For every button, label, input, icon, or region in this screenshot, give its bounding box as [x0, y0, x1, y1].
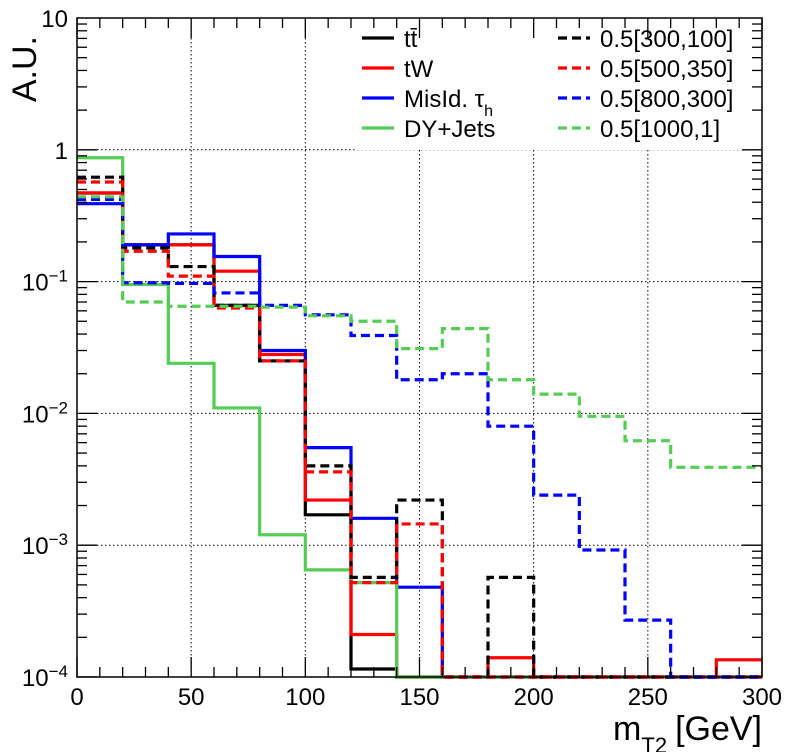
legend-label-1: tW [404, 56, 434, 83]
x-tick-label-6: 300 [742, 684, 782, 711]
y-tick-label-0: 10 [41, 6, 68, 33]
x-tick-label-2: 100 [285, 684, 325, 711]
x-tick-label-4: 200 [514, 684, 554, 711]
axes [76, 17, 763, 678]
legend-label-7: 0.5[1000,1] [600, 116, 720, 143]
legend-label-0: tt̄ [404, 26, 418, 53]
legend-label-3: DY+Jets [404, 116, 495, 143]
legend-background [355, 22, 757, 150]
x-tick-label-1: 50 [178, 684, 205, 711]
x-tick-label-0: 0 [70, 684, 83, 711]
x-axis-title: mT2 [GeV] [613, 710, 762, 752]
axis-labels: 0 50 100 150 200 250 30010110−110−210−310−4mT2… [6, 6, 782, 752]
y-tick-label-3: 10−2 [22, 398, 68, 429]
legend-label-4: 0.5[300,100] [600, 26, 733, 53]
x-tick-label-5: 250 [628, 684, 668, 711]
legend-label-6: 0.5[800,300] [600, 86, 733, 113]
series-line-7 [77, 195, 762, 469]
y-tick-label-1: 1 [55, 138, 68, 165]
x-tick-label-3: 150 [399, 684, 439, 711]
legend-label-5: 0.5[500,350] [600, 56, 733, 83]
y-axis-title: A.U. [6, 36, 44, 102]
